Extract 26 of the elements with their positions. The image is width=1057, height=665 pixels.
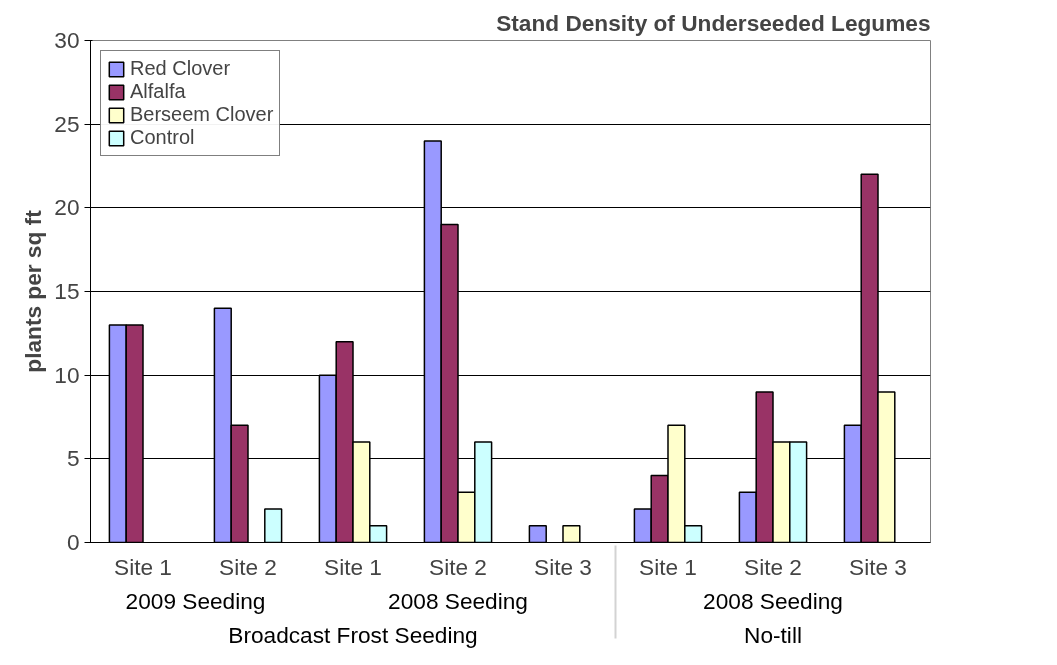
text: Broadcast Frost Seeding bbox=[228, 621, 478, 648]
legend-label: Red Clover bbox=[130, 57, 231, 80]
y-tick-label: 5 bbox=[66, 445, 80, 472]
y-tick-label: 30 bbox=[54, 27, 80, 53]
x-tick-label: Site 3 bbox=[849, 553, 907, 580]
y-tick-label: 10 bbox=[54, 361, 80, 388]
text: No-till bbox=[744, 621, 802, 648]
chart-title: Stand Density of Underseeded Legumes bbox=[496, 9, 931, 36]
x-tick-label: Site 3 bbox=[534, 553, 592, 580]
y-tick-label: 25 bbox=[54, 110, 80, 137]
text: 2009 Seeding bbox=[125, 587, 266, 614]
x-tick-label: Site 1 bbox=[324, 553, 382, 580]
x-tick-label: Site 1 bbox=[639, 553, 697, 580]
y-tick-label: 20 bbox=[54, 194, 80, 221]
legend-label: Control bbox=[130, 126, 195, 149]
x-tick-label: Site 2 bbox=[744, 553, 802, 580]
y-tick-label: 15 bbox=[54, 278, 80, 304]
x-tick-label: Site 2 bbox=[219, 553, 277, 580]
text: 2008 Seeding bbox=[703, 587, 843, 614]
y-axis-title: plants per sq ft bbox=[20, 209, 47, 373]
x-tick-label: Site 2 bbox=[429, 553, 487, 580]
legend-label: Berseem Clover bbox=[130, 103, 274, 126]
x-tick-label: Site 1 bbox=[114, 553, 172, 580]
legend-label: Alfalfa bbox=[130, 80, 186, 103]
text: 2008 Seeding bbox=[388, 587, 528, 614]
y-tick-label: 0 bbox=[66, 529, 80, 555]
